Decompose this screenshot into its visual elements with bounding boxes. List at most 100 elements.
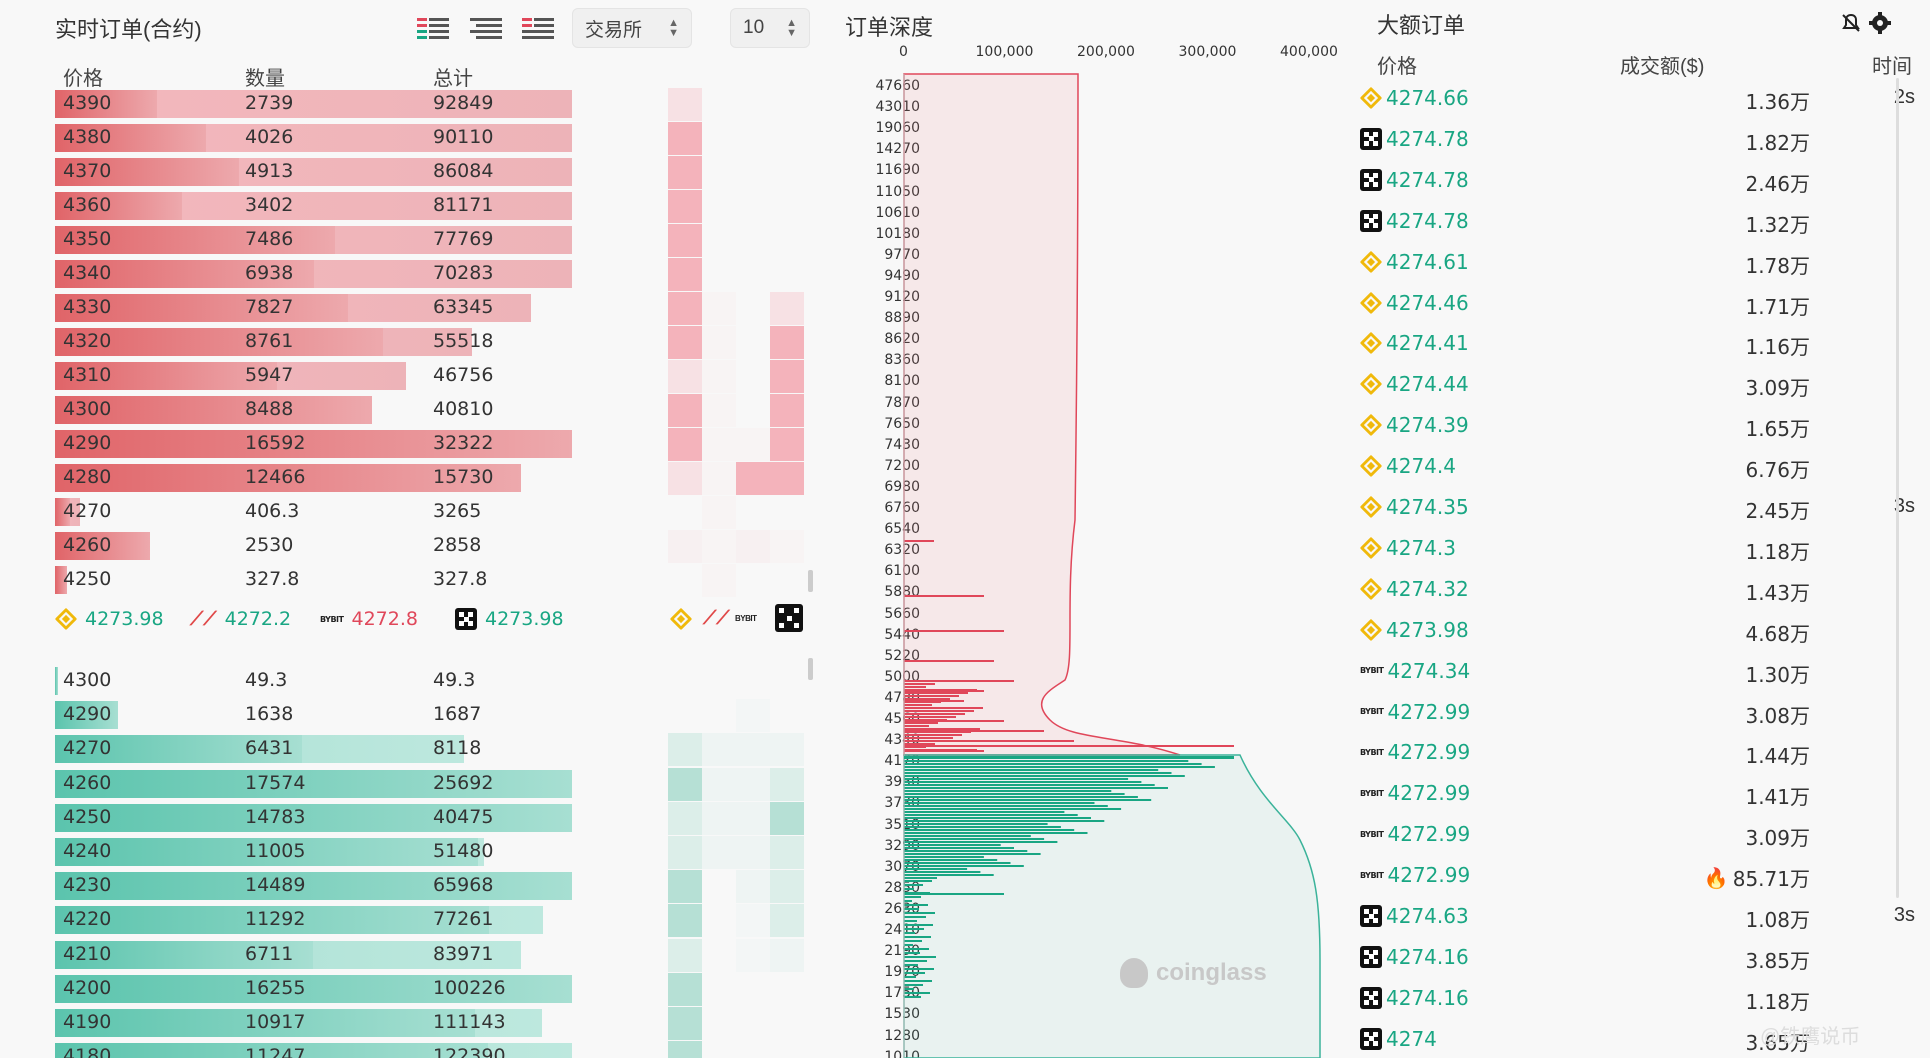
bid-row[interactable]: 4250 14783 40475 — [55, 802, 775, 833]
heatmap-cell — [702, 530, 736, 563]
bid-row[interactable]: 4180 11247 122390 — [55, 1041, 775, 1058]
heatmap-cell — [770, 530, 804, 563]
bid-volume-bar — [904, 832, 1088, 834]
ask-row[interactable]: 4340 6938 70283 — [55, 258, 775, 289]
y-tick-label: 7200 — [884, 457, 920, 474]
bid-volume-bar — [904, 826, 1061, 828]
large-order-row[interactable]: 4274.78 1.82万 — [1360, 121, 1900, 161]
select-arrows-icon: ▲ ▼ — [668, 17, 679, 39]
ask-qty: 4026 — [245, 126, 294, 148]
settings-gear-icon[interactable] — [1868, 11, 1892, 35]
bid-qty: 6711 — [245, 942, 294, 965]
heatmap-cell — [668, 394, 702, 427]
large-order-row[interactable]: 4274.35 2.45万 3s — [1359, 489, 1915, 529]
order-price: 4274.46 — [1359, 291, 1469, 315]
ask-row[interactable]: 4350 7486 77769 — [55, 224, 775, 255]
y-tick-label: 11690 — [875, 162, 920, 179]
large-order-row[interactable]: 4274.78 2.46万 — [1360, 162, 1900, 202]
view-both-icon[interactable] — [415, 14, 451, 42]
ask-row[interactable]: 4250 327.8 327.8 — [55, 564, 775, 595]
large-order-row[interactable]: 4274.63 1.08万 3s — [1360, 898, 1915, 938]
bid-row[interactable]: 4290 1638 1687 — [55, 699, 775, 730]
exchange-select[interactable]: 交易所 ▲ ▼ — [572, 8, 692, 48]
large-order-row[interactable]: BYBIT 4274.34 1.30万 — [1360, 653, 1900, 693]
large-order-row[interactable]: 4274.61 1.78万 — [1359, 244, 1900, 284]
bid-volume-bar — [904, 808, 1122, 810]
large-order-row[interactable]: BYBIT 4272.99 1.44万 — [1360, 734, 1900, 774]
depth-select[interactable]: 10 ▲ ▼ — [730, 8, 810, 48]
scrollbar[interactable] — [808, 658, 813, 680]
bid-row[interactable]: 4300 49.3 49.3 — [55, 665, 775, 696]
ask-row[interactable]: 4290 16592 32322 — [55, 428, 775, 459]
order-price: BYBIT 4272.99 — [1360, 822, 1470, 846]
ask-row[interactable]: 4280 12466 15730 — [55, 462, 775, 493]
ask-row[interactable]: 4370 4913 86084 — [55, 156, 775, 187]
bid-row[interactable]: 4200 16255 100226 — [55, 973, 775, 1004]
ask-row[interactable]: 4380 4026 90110 — [55, 122, 775, 153]
okx-icon — [1360, 168, 1382, 191]
large-order-row[interactable]: 4274.66 1.36万 2s — [1359, 80, 1915, 120]
bid-row[interactable]: 4260 17574 25692 — [55, 768, 775, 799]
ask-row[interactable]: 4270 406.3 3265 — [55, 496, 775, 527]
bid-price: 4260 — [63, 771, 112, 794]
col-price-header: 价格 — [1377, 56, 1417, 78]
scrollbar[interactable] — [1896, 78, 1899, 898]
bid-row[interactable]: 4220 11292 77261 — [55, 904, 775, 935]
ask-volume-bar — [904, 630, 1004, 632]
ask-total: 77769 — [433, 228, 494, 250]
y-tick-label: 2850 — [884, 879, 920, 896]
large-order-row[interactable]: BYBIT 4272.99 🔥 85.71万 — [1360, 857, 1900, 897]
order-amount-value: 1.44万 — [1745, 744, 1810, 769]
ask-volume-bar — [904, 725, 929, 727]
y-tick-label: 6760 — [884, 500, 920, 516]
ask-row[interactable]: 4390 2739 92849 — [55, 88, 775, 119]
binance-icon — [1359, 618, 1383, 641]
large-order-row[interactable]: 4274.46 1.71万 — [1359, 285, 1900, 325]
bid-row[interactable]: 4270 6431 8118 — [55, 733, 775, 764]
view-list-icon[interactable] — [468, 14, 504, 42]
ask-row[interactable]: 4360 3402 81171 — [55, 190, 775, 221]
bid-row[interactable]: 4190 10917 111143 — [55, 1007, 775, 1038]
x-tick-label: 0 — [899, 44, 908, 60]
large-order-row[interactable]: 4274.4 6.76万 — [1359, 448, 1900, 488]
large-order-row[interactable]: 4274.32 1.43万 — [1359, 571, 1900, 611]
large-order-row[interactable]: 4273.98 4.68万 — [1359, 612, 1900, 652]
order-price: 4274.35 — [1359, 495, 1469, 519]
large-order-row[interactable]: 4274.78 1.32万 — [1360, 203, 1900, 243]
huobi-filter-icon[interactable]: ⟋⟋ — [703, 608, 730, 629]
view-asks-icon[interactable] — [520, 14, 556, 42]
bid-row[interactable]: 4210 6711 83971 — [55, 939, 775, 970]
order-price-value: 4272.99 — [1387, 781, 1471, 806]
ask-row[interactable]: 4330 7827 63345 — [55, 292, 775, 323]
large-order-row[interactable]: BYBIT 4272.99 1.41万 — [1360, 775, 1900, 815]
bid-volume-bar — [904, 799, 1152, 801]
heatmap-cell — [702, 496, 736, 529]
large-order-row[interactable]: 4274.16 1.18万 — [1360, 980, 1900, 1020]
bid-row[interactable]: 4240 11005 51480 — [55, 836, 775, 867]
bid-qty-bar — [55, 701, 118, 730]
large-order-row[interactable]: 4274.44 3.09万 — [1359, 366, 1900, 406]
large-order-row[interactable]: 4274 3.65万 — [1360, 1021, 1900, 1058]
large-order-row[interactable]: BYBIT 4272.99 3.08万 — [1360, 694, 1900, 734]
binance-filter-icon[interactable] — [669, 607, 693, 631]
scrollbar[interactable] — [808, 570, 813, 592]
ask-total: 46756 — [433, 364, 494, 386]
mute-bell-icon[interactable] — [1840, 12, 1862, 34]
okx-filter-icon[interactable] — [775, 604, 803, 632]
large-order-row[interactable]: 4274.3 1.18万 — [1359, 530, 1900, 570]
bid-row[interactable]: 4230 14489 65968 — [55, 870, 775, 901]
large-order-row[interactable]: BYBIT 4272.99 3.09万 — [1360, 816, 1900, 856]
ask-row[interactable]: 4260 2530 2858 — [55, 530, 775, 561]
large-order-row[interactable]: 4274.16 3.85万 — [1360, 939, 1900, 979]
ask-row[interactable]: 4310 5947 46756 — [55, 360, 775, 391]
depth-chart[interactable] — [820, 0, 1340, 1058]
large-order-row[interactable]: 4274.41 1.16万 — [1359, 325, 1900, 365]
y-tick-label: 9120 — [884, 289, 920, 305]
bid-volume-bar — [904, 772, 1172, 774]
order-amount: 3.08万 — [1745, 700, 1810, 729]
large-order-row[interactable]: 4274.39 1.65万 — [1359, 407, 1900, 447]
bybit-filter-icon[interactable]: BYBIT — [735, 614, 757, 623]
ask-volume-bar — [904, 680, 1014, 682]
ask-row[interactable]: 4320 8761 55518 — [55, 326, 775, 357]
ask-row[interactable]: 4300 8488 40810 — [55, 394, 775, 425]
